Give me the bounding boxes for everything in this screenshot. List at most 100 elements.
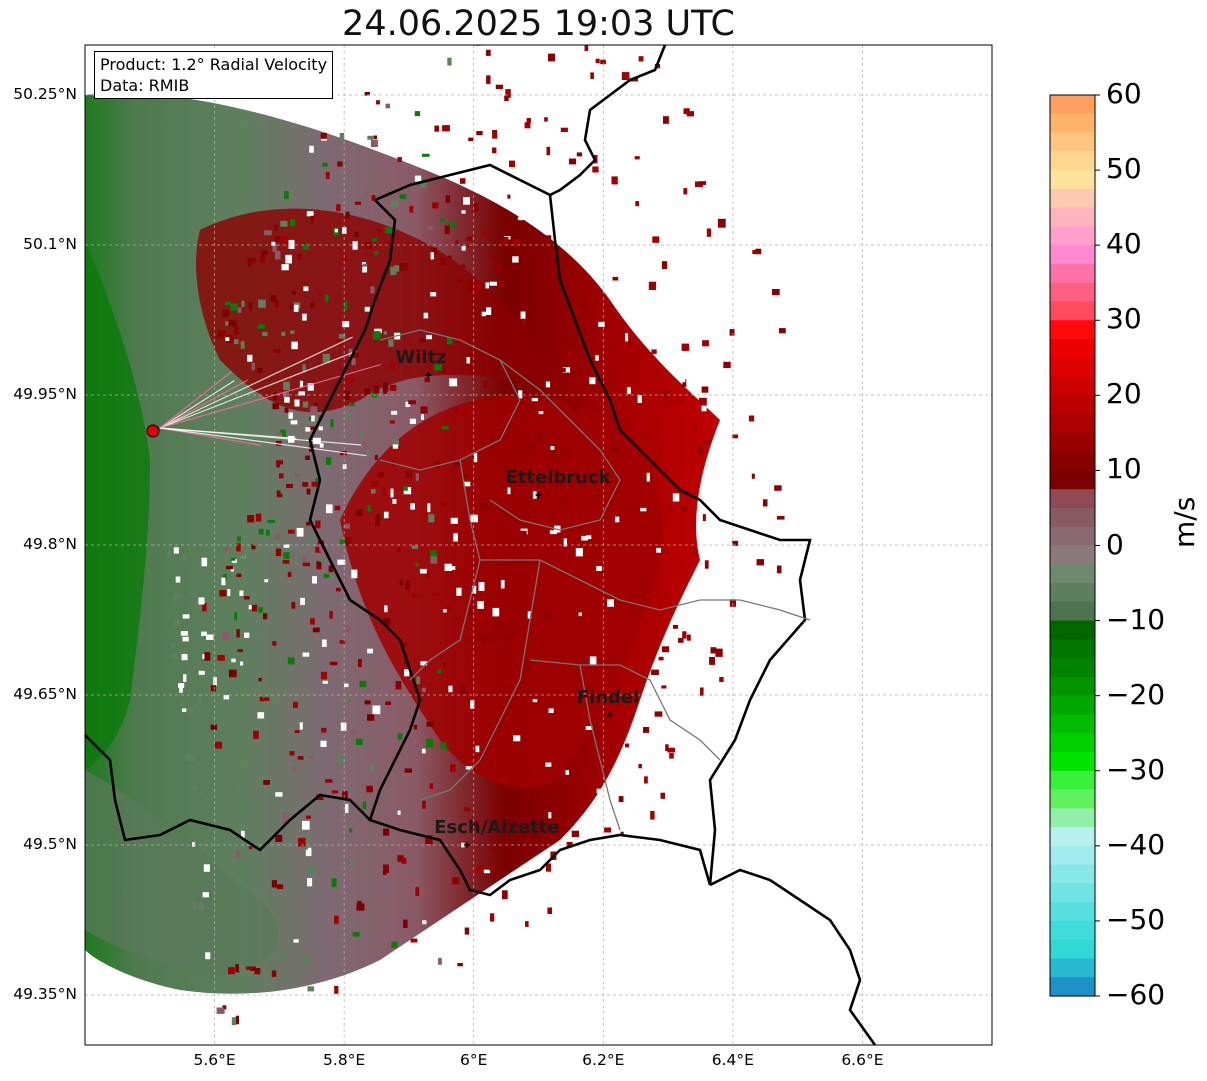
echo-speckles [167,0,801,1026]
data-source-label: Data: RMIB [100,76,190,95]
colorbar-segment [1050,808,1095,828]
echo-pixel [531,448,536,453]
echo-pixel [247,515,255,523]
echo-pixel [185,707,194,713]
echo-pixel [456,279,463,283]
echo-pixel [494,806,499,815]
echo-pixel [620,581,628,589]
echo-pixel [383,390,387,394]
colorbar-segment [1050,245,1095,265]
echo-pixel [440,742,447,750]
echo-pixel [283,544,290,548]
echo-pixel [414,0,419,1]
product-label: Product: 1.2° Radial Velocity [100,55,328,74]
echo-pixel [529,338,533,347]
echo-pixel [310,215,315,224]
echo-pixel [217,654,225,661]
echo-pixel [265,529,270,536]
echo-pixel [343,696,350,701]
echo-pixel [478,582,485,591]
echo-pixel [344,523,350,529]
echo-pixel [237,307,242,314]
echo-pixel [519,530,527,536]
echo-pixel [293,939,299,943]
echo-pixel [251,362,255,371]
echo-pixel [239,550,246,558]
echo-pixel [575,443,579,452]
echo-pixel [271,241,276,246]
echo-pixel [706,228,712,237]
echo-pixel [518,390,523,399]
echo-pixel [350,859,354,868]
echo-pixel [512,238,521,245]
echo-pixel [379,75,384,81]
echo-pixel [545,381,551,388]
echo-pixel [306,211,314,217]
echo-pixel [774,485,782,491]
echo-pixel [477,601,484,609]
echo-pixel [527,444,534,448]
echo-pixel [490,0,498,5]
echo-pixel [461,246,466,251]
echo-pixel [501,395,506,402]
echo-pixel [282,812,290,817]
echo-pixel [413,724,418,730]
echo-pixel [532,491,537,499]
echo-pixel [440,218,446,222]
echo-pixel [355,201,361,205]
echo-pixel [181,654,188,661]
echo-pixel [339,640,346,644]
echo-pixel [363,442,369,448]
colorbar-segment [1050,263,1095,284]
echo-pixel [396,548,401,552]
echo-pixel [525,921,529,927]
x-tick-label: 6.4°E [711,1051,754,1069]
echo-pixel [307,878,313,887]
echo-pixel [198,597,205,605]
echo-pixel [564,256,572,261]
echo-pixel [419,338,426,343]
echo-pixel [507,670,513,675]
echo-pixel [204,652,211,661]
echo-pixel [348,402,355,407]
echo-pixel [234,326,239,335]
echo-pixel [364,306,370,312]
echo-pixel [355,738,363,746]
echo-pixel [282,492,288,500]
echo-pixel [492,607,500,617]
echo-pixel [572,364,579,369]
echo-pixel [224,301,231,305]
echo-pixel [303,286,309,292]
colorbar-tick-label: 20 [1106,377,1142,411]
echo-pixel [638,56,644,62]
echo-pixel [238,542,244,551]
colorbar-segment [1050,676,1095,697]
echo-pixel [728,280,733,286]
echo-pixel [404,669,410,677]
echo-pixel [383,871,387,875]
echo-pixel [476,131,483,136]
colorbar-segment [1050,977,1095,997]
echo-pixel [542,612,547,618]
echo-pixel [366,785,373,793]
colorbar-segment [1050,451,1095,472]
echo-pixel [584,45,589,51]
echo-pixel [286,483,293,488]
echo-pixel [686,634,691,641]
echo-pixel [338,334,346,339]
country-border-be-de [549,45,667,197]
echo-pixel [484,366,491,370]
y-tick-label: 49.65°N [13,685,77,703]
echo-pixel [548,53,555,62]
echo-pixel [230,557,236,561]
echo-pixel [596,788,604,794]
echo-pixel [376,100,380,105]
echo-pixel [322,162,328,167]
echo-pixel [674,636,680,641]
echo-pixel [389,420,395,424]
echo-pixel [421,153,430,157]
colorbar-segment [1050,601,1095,622]
echo-pixel [495,786,500,791]
colorbar-segment [1050,188,1095,209]
echo-pixel [287,657,295,665]
